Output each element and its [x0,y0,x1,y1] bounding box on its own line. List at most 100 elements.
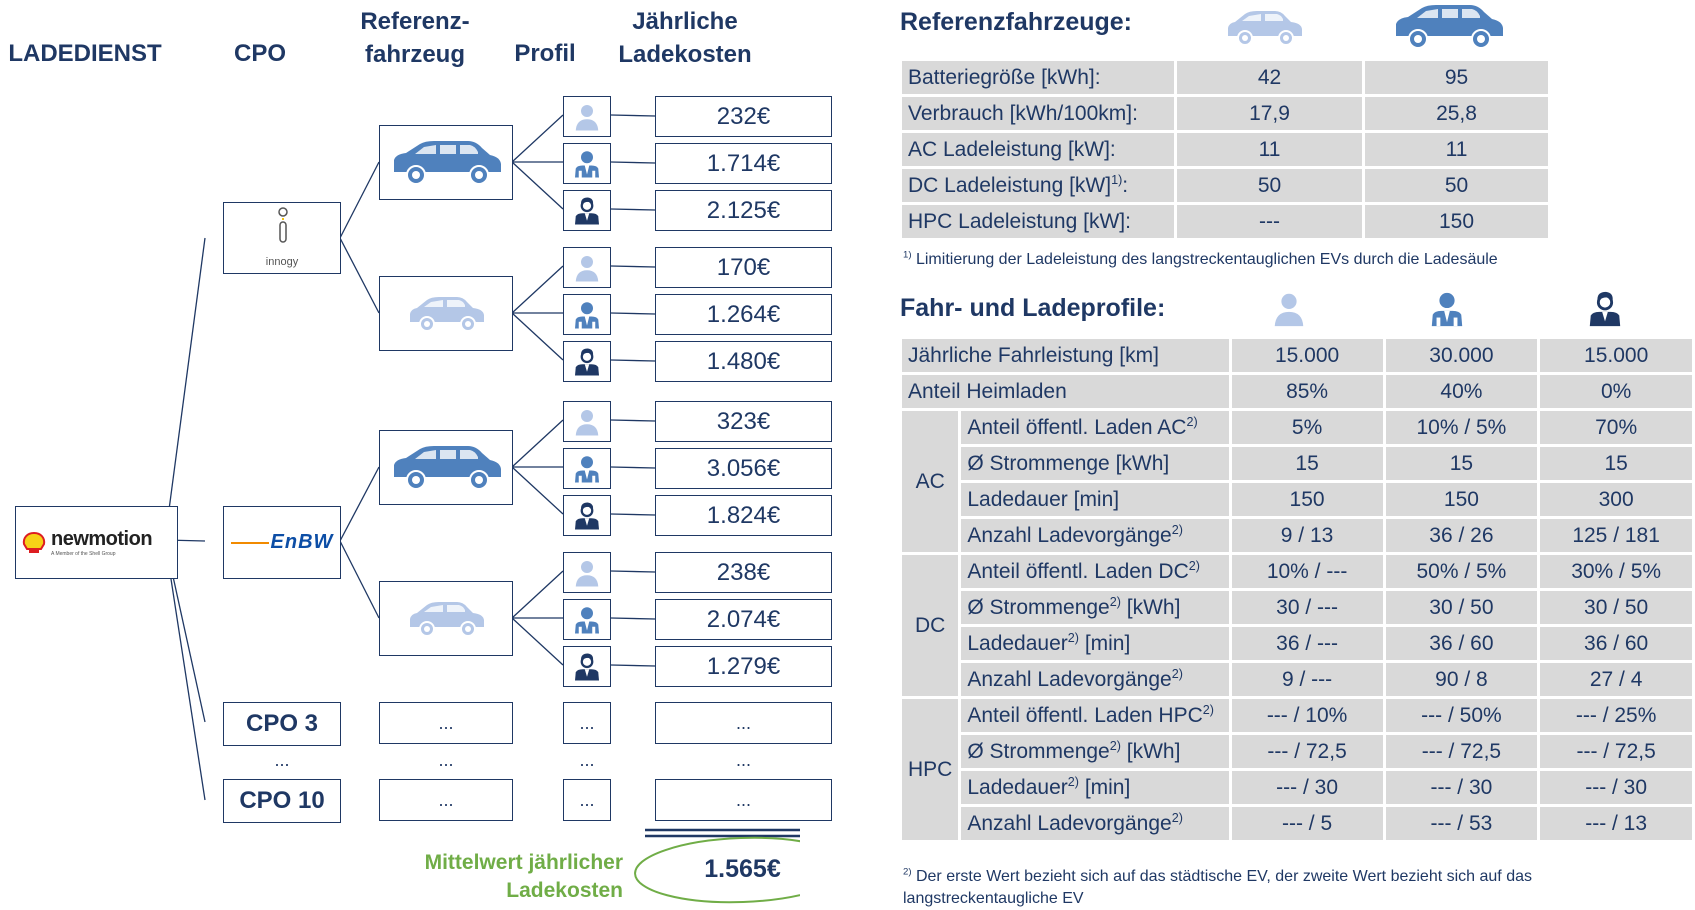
mean-value: 1.565€ [704,855,781,883]
vehicles-footnote: 1) Limitierung der Ladeleistung des lang… [903,249,1498,271]
vehicle-small-1 [379,276,513,351]
suv-car-icon [394,446,501,490]
cell-value: --- / 30 [1385,771,1538,804]
cell-value: --- / 10% [1231,699,1383,732]
vehicle-placeholder-cpo10: ... [379,779,513,821]
profile-box [563,401,611,442]
profiles-table-row: AC Anteil öffentl. Laden AC2) 5% 10% / 5% 70… [902,411,1692,552]
small-car-icon [1228,11,1302,46]
person-icon [575,255,599,281]
cell-value: 9 / 13 [1231,519,1383,552]
businessman-icon [575,455,599,482]
vehicle-placeholder-cpo3: ... [379,702,513,744]
cell-value: 15 [1540,447,1692,480]
cell-value: 70% [1540,411,1692,444]
cost-ellipsis: ... [735,750,751,770]
cell-value: 36 / 60 [1540,627,1692,660]
vehicles-table: Batteriegröße [kWh]: 42 95 Verbrauch [kWh/1… [899,58,1551,241]
cell-value: 15 [1231,447,1383,480]
profile-box [563,96,611,137]
row-label: Ladedauer2) [min] [961,627,1229,660]
suv-car-icon [394,141,501,185]
row-label: AC Ladeleistung [kW]: [902,133,1174,166]
row-label: Verbrauch [kWh/100km]: [902,97,1174,130]
row-label: Anzahl Ladevorgänge2) [961,807,1229,840]
vehicle-suv-1 [379,125,513,200]
profiles-table-row: Jährliche Fahrleistung [km] 15.000 30.000 1… [902,339,1692,372]
row-label: Ladedauer2) [min] [961,771,1229,804]
suv-car-icon [1396,5,1503,49]
profiles-table-row: Ladedauer [min] 150 150 300 [902,483,1692,516]
header-jaehrliche-ladekosten: Jährliche Ladekosten [618,8,752,68]
profile-box [563,552,611,593]
profile-header-icon [1270,290,1308,333]
cell-value: 25,8 [1365,97,1548,130]
cpo-enbw-box: EnBW [223,506,341,579]
row-label: Anzahl Ladevorgänge2) [961,519,1229,552]
person-icon [575,104,599,130]
cell-value: 9 / --- [1231,663,1383,696]
profiles-table-row: Ø Strommenge [kWh] 15 15 15 [902,447,1692,480]
header-profil: Profil [514,40,576,67]
row-label: Batteriegröße [kWh]: [902,61,1174,94]
cell-value: 15.000 [1231,339,1383,372]
profiles-table-row: DC Anteil öffentl. Laden DC2) 10% / --- 50%… [902,555,1692,696]
profiles-table-row: Anteil Heimladen 85% 40% 0% [902,375,1692,408]
cell-value: 36 / 26 [1385,519,1538,552]
shell-logo-icon [22,531,46,553]
row-label: Ø Strommenge [kWh] [961,447,1229,480]
cell-value: 11 [1365,133,1548,166]
newmotion-logo-text: newmotion [51,528,153,550]
cost-box: 3.056€ [655,448,832,489]
profile-placeholder-cpo10: ... [563,779,611,821]
cost-box: 1.264€ [655,294,832,335]
row-label: HPC Ladeleistung [kW]: [902,205,1174,238]
cell-value: --- / 50% [1385,699,1538,732]
profile-box [563,646,611,687]
vehicles-table-row: Verbrauch [kWh/100km]: 17,9 25,8 [902,97,1548,130]
row-label: Jährliche Fahrleistung [km] [902,339,1229,372]
profiles-table-title: Fahr- und Ladeprofile: [900,294,1166,322]
cost-placeholder-cpo10: ... [655,779,832,821]
vehicles-table-row: Batteriegröße [kWh]: 42 95 [902,61,1548,94]
profile-header-icon [1428,290,1466,333]
cell-value: 11 [1177,133,1362,166]
cell-value: 40% [1385,375,1538,408]
profiles-table-row: Ø Strommenge2) [kWh] 30 / --- 30 / 50 30 / … [902,591,1692,624]
cell-value: 10% / 5% [1385,411,1538,444]
cell-value: 0% [1540,375,1692,408]
cost-box: 1.824€ [655,495,832,536]
row-label: DC Ladeleistung [kW]1): [902,169,1174,202]
cell-value: 150 [1231,483,1383,516]
cell-value: 50% / 5% [1385,555,1538,588]
tree-connectors [164,114,800,904]
enbw-logo-text: EnBW [270,531,334,553]
footnote-text: Der erste Wert bezieht sich auf das städ… [903,868,1532,907]
profile-box [563,599,611,640]
person-icon [575,560,599,586]
vehicle-small-2 [379,581,513,656]
cell-value: --- / 53 [1385,807,1538,840]
header-ladedienst: LADEDIENST [8,40,162,67]
newmotion-tagline: A Member of the Shell Group [51,551,116,557]
person-icon [1274,293,1304,327]
cell-value: --- / 5 [1231,807,1383,840]
cost-box: 1.714€ [655,143,832,184]
footnote-mark: 2) [903,866,912,878]
cost-box: 2.125€ [655,190,832,231]
group-label: DC [902,555,959,696]
group-label: HPC [902,699,959,840]
row-label: Ladedauer [min] [961,483,1229,516]
mean-label: Mittelwert jährlicher Ladekosten [424,851,623,902]
manager-icon [1589,291,1621,327]
cell-value: 90 / 8 [1385,663,1538,696]
row-label: Anzahl Ladevorgänge2) [961,663,1229,696]
cell-value: 85% [1231,375,1383,408]
profile-ellipsis: ... [579,750,595,770]
cell-value: 27 / 4 [1540,663,1692,696]
cost-box: 232€ [655,96,832,137]
cost-box: 323€ [655,401,832,442]
cost-box: 1.279€ [655,646,832,687]
manager-icon [575,502,599,529]
profile-header-icon [1586,290,1624,333]
